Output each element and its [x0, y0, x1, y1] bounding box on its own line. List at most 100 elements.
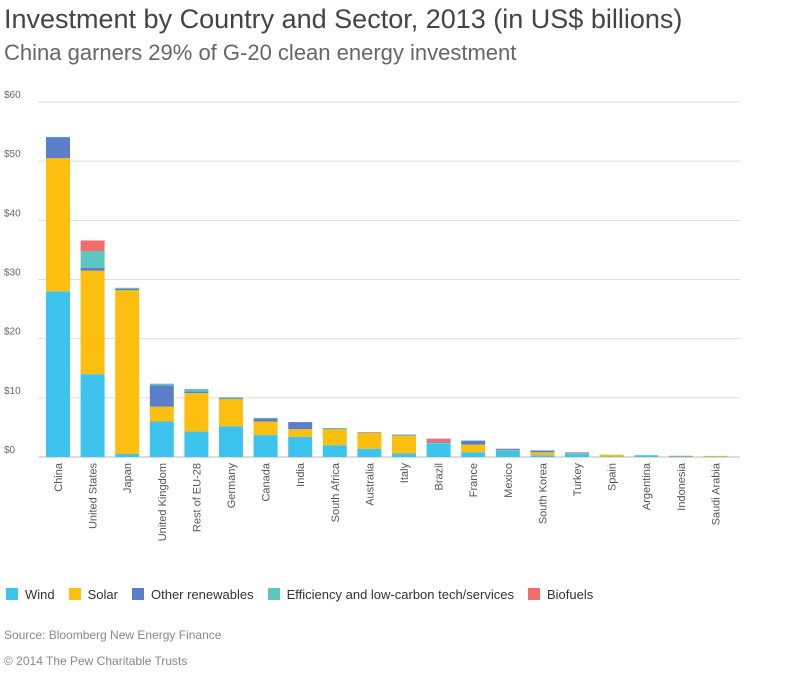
bar-segment-other	[184, 391, 209, 394]
y-tick-label: $20	[4, 327, 21, 338]
chart-title: Investment by Country and Sector, 2013 (…	[4, 4, 683, 34]
bar-segment-other	[149, 385, 174, 407]
x-tick-label: Japan	[122, 463, 134, 493]
copyright-note: © 2014 The Pew Charitable Trusts	[4, 654, 188, 668]
bar-segment-wind	[461, 452, 486, 457]
bar-segment-solar	[184, 393, 209, 432]
y-axis-ticks: $0 $10 $20 $30 $40 $50 $60	[4, 90, 21, 456]
bar-segment-efficiency	[80, 251, 105, 268]
bar-segment-other	[357, 432, 382, 433]
x-tick-label: Argentina	[641, 462, 653, 510]
bar-segment-wind	[392, 453, 416, 457]
legend-item-biofuels: Biofuels	[527, 586, 594, 602]
bars	[46, 136, 728, 458]
x-tick-label: Canada	[261, 462, 273, 501]
x-tick-label: Rest of EU-28	[191, 463, 203, 532]
bar-segment-wind	[495, 450, 520, 457]
bar-segment-wind	[219, 426, 243, 457]
legend-swatch	[267, 588, 280, 600]
bar-segment-efficiency	[149, 383, 174, 386]
legend-swatch	[68, 588, 81, 600]
bar-segment-wind	[46, 291, 70, 457]
x-tick-label: Brazil	[434, 463, 446, 491]
bar-segment-wind	[530, 455, 555, 457]
bar-segment-wind	[565, 453, 589, 457]
legend-swatch	[6, 588, 18, 600]
bar-segment-other	[322, 428, 347, 430]
bar-segment-solar	[115, 290, 140, 455]
legend-label: Biofuels	[546, 586, 594, 602]
bar-segment-other	[80, 267, 105, 271]
bar-segment-solar	[149, 406, 174, 422]
bar-segment-solar	[668, 456, 693, 457]
legend: Wind Solar Other renewables Efficiency and …	[6, 584, 607, 604]
bar-segment-solar	[530, 452, 555, 456]
y-tick-label: $40	[4, 208, 21, 219]
bar-segment-other	[392, 435, 416, 436]
bar-segment-efficiency	[219, 397, 243, 399]
x-tick-label: Australia	[364, 462, 376, 506]
x-tick-label: South Africa	[330, 462, 342, 522]
bar-segment-efficiency	[392, 434, 416, 436]
bar-segment-wind	[115, 454, 140, 457]
bar-segment-efficiency	[46, 136, 70, 138]
source-note: Source: Bloomberg New Energy Finance	[4, 628, 222, 642]
bar-segment-wind	[426, 443, 451, 457]
y-tick-label: $0	[4, 445, 16, 456]
bar-segment-biofuels	[426, 438, 451, 442]
x-tick-label: India	[295, 462, 307, 487]
bar-segment-other	[46, 137, 70, 159]
stacked-bar-chart: $0 $10 $20 $30 $40 $50 $60 China United States J…	[4, 90, 740, 541]
x-tick-label: China	[53, 462, 65, 492]
x-tick-label: Turkey	[572, 463, 584, 497]
bar-segment-solar	[495, 449, 520, 451]
y-tick-label: $60	[4, 90, 21, 101]
bar-segment-wind	[149, 421, 174, 457]
bar-segment-other	[495, 448, 520, 450]
legend-label: Efficiency and low-carbon tech/services	[286, 586, 514, 602]
bar-segment-wind	[80, 374, 105, 457]
x-tick-label: Spain	[607, 463, 619, 491]
bar-segment-other	[115, 288, 140, 291]
legend-swatch	[527, 588, 540, 600]
bar-segment-wind	[668, 456, 693, 458]
x-tick-label: Saudi Arabia	[710, 462, 722, 525]
bar-segment-efficiency	[115, 287, 140, 289]
y-tick-label: $50	[4, 149, 21, 160]
bar-segment-solar	[599, 454, 624, 457]
grid-lines	[38, 101, 740, 458]
bar-segment-other	[668, 455, 693, 457]
x-tick-label: Germany	[226, 463, 238, 509]
bar-segment-solar	[80, 270, 105, 375]
bar-segment-wind	[253, 435, 278, 457]
bar-segment-biofuels	[80, 240, 105, 252]
bar-segment-wind	[357, 448, 382, 457]
legend-item-other: Other renewables	[131, 586, 254, 602]
bar-segment-efficiency	[184, 388, 209, 392]
bar-segment-solar	[357, 432, 382, 449]
legend-swatch	[131, 588, 144, 600]
bar-segment-solar	[46, 158, 70, 292]
bar-segment-efficiency	[253, 417, 278, 419]
bar-segment-other	[288, 422, 313, 430]
bar-segment-solar	[565, 452, 589, 454]
bar-segment-efficiency	[322, 428, 347, 429]
bar-segment-solar	[461, 444, 486, 453]
bar-segment-solar	[253, 421, 278, 436]
bar-segment-solar	[219, 399, 243, 427]
bar-segment-wind	[322, 445, 347, 457]
bar-segment-wind	[184, 431, 209, 457]
bar-segment-other	[530, 450, 555, 453]
legend-label: Other renewables	[150, 586, 254, 602]
bar-segment-other	[565, 452, 589, 453]
bar-segment-wind	[599, 456, 624, 457]
x-tick-label: United Kingdom	[157, 463, 169, 541]
bar-segment-solar	[703, 455, 728, 457]
y-tick-label: $30	[4, 268, 21, 279]
bar-segment-solar	[426, 442, 451, 444]
legend-item-solar: Solar	[68, 587, 118, 602]
x-tick-label: France	[468, 463, 480, 497]
legend-item-wind: Wind	[6, 587, 55, 602]
bar-segment-wind	[288, 436, 313, 457]
x-tick-label: South Korea	[537, 462, 549, 524]
